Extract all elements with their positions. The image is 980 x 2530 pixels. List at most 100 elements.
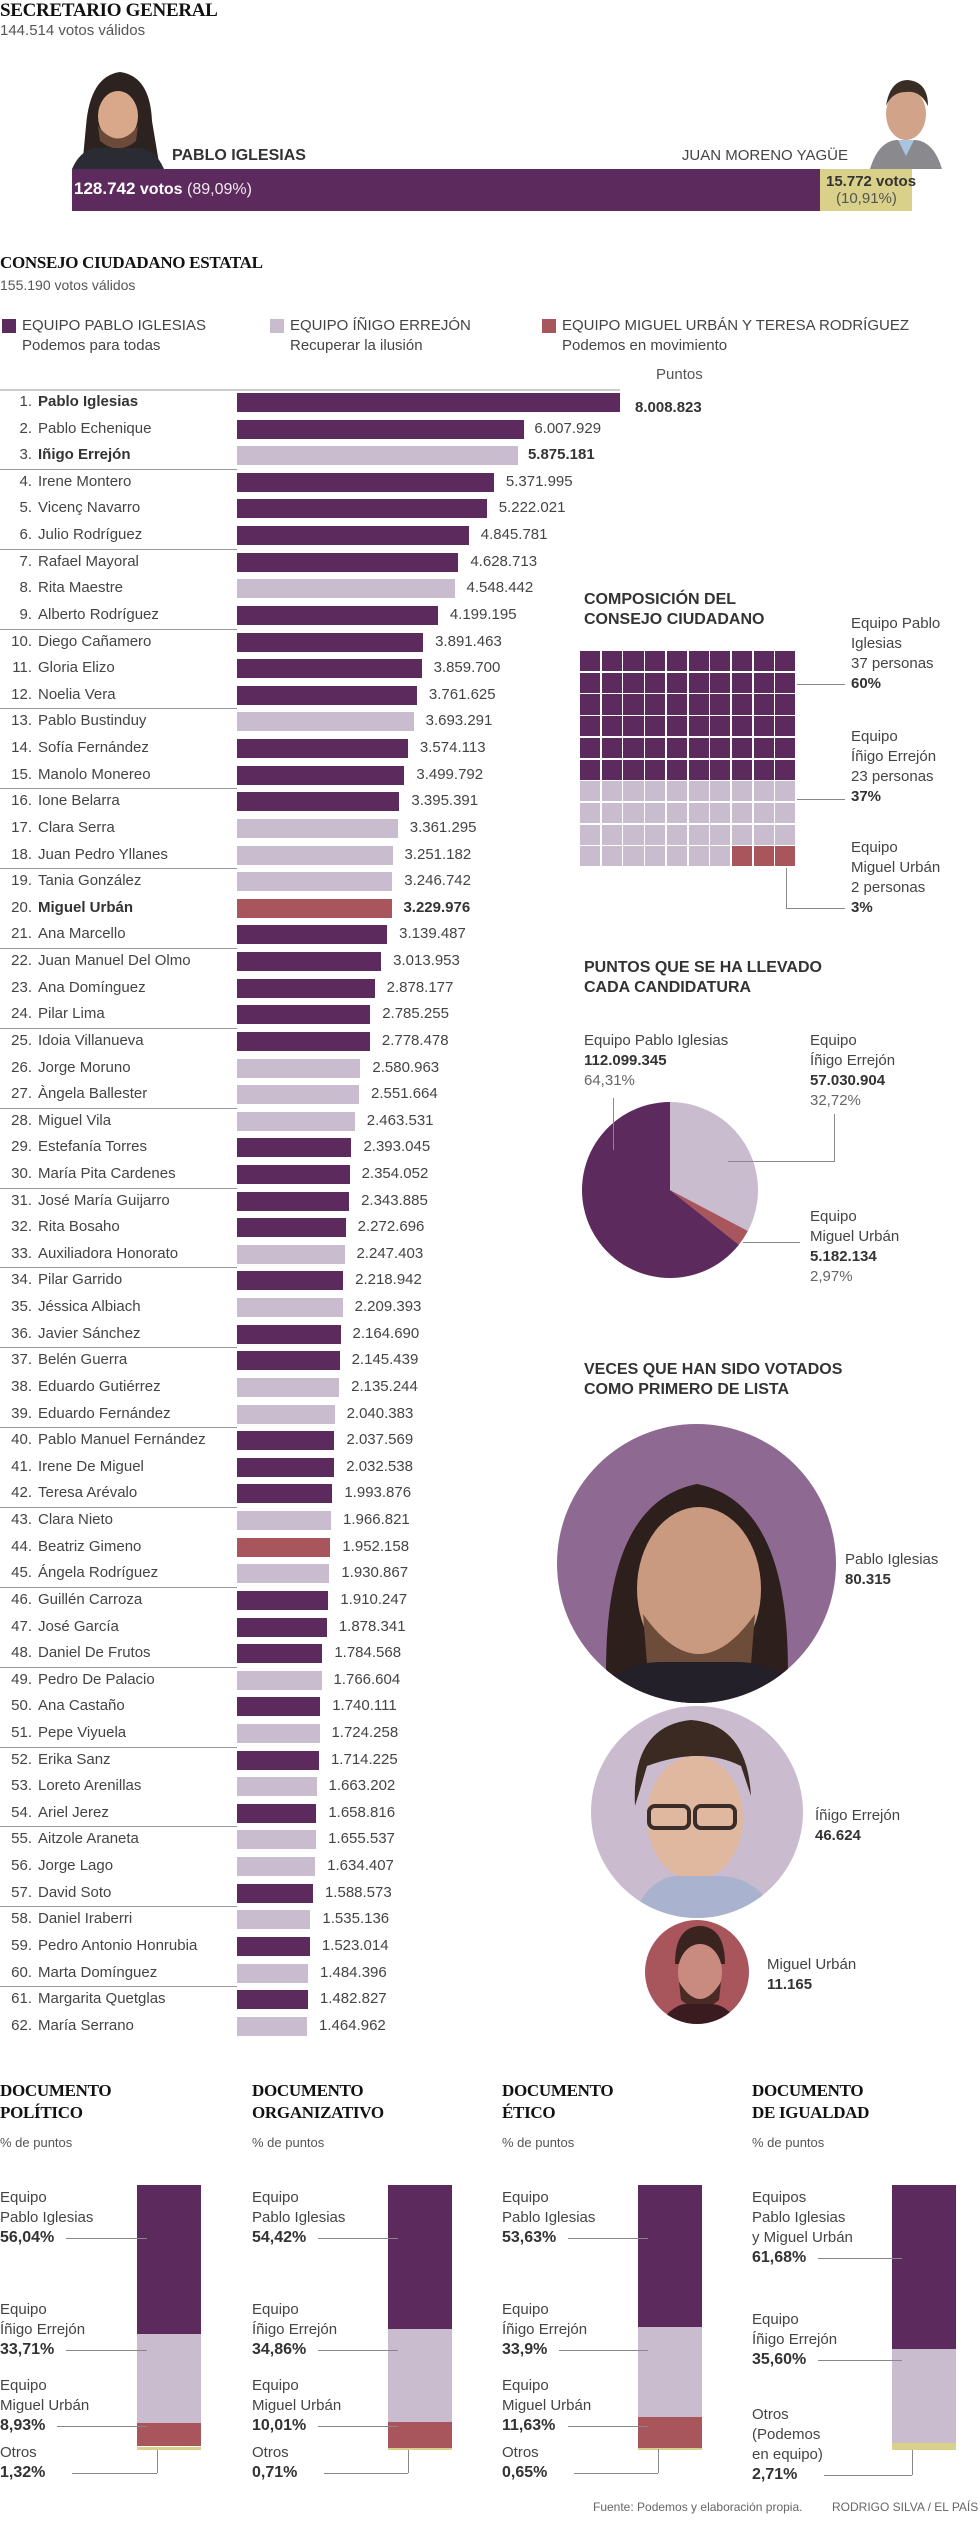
waffle-grid — [580, 651, 797, 868]
candidate-label: 45. Ángela Rodríguez — [0, 1564, 158, 1581]
segment-value: 8,93% — [0, 2417, 46, 2434]
segment-value: 11,63% — [502, 2417, 556, 2434]
segment-value: 33,71% — [0, 2341, 55, 2358]
waffle-square — [645, 802, 666, 824]
points-value: 2.145.439 — [351, 1351, 419, 1369]
candidate-name: Pedro De Palacio — [38, 1670, 155, 1688]
table-row: 32. Rita Bosaho 2.272.696 — [0, 1214, 700, 1241]
candidate-label: 3. Iñigo Errejón — [0, 446, 130, 463]
rank-number: 58. — [11, 1910, 32, 1928]
legend-label-urban: EQUIPO MIGUEL URBÁN Y TERESA RODRÍGUEZ — [562, 317, 910, 334]
primero-label-errejon: Íñigo Errejón 46.624 — [815, 1806, 900, 1846]
points-value: 3.013.953 — [393, 952, 460, 970]
runner-votes: 15.772 votos — [826, 173, 917, 190]
candidate-label: 25. Idoia Villanueva — [0, 1032, 144, 1049]
table-row: 50. Ana Castaño 1.740.111 — [0, 1693, 700, 1720]
rank-number: 45. — [11, 1564, 32, 1582]
waffle-square — [710, 781, 731, 802]
document-title-line2: ÉTICO — [502, 2103, 556, 2122]
segment-value: 35,60% — [752, 2351, 807, 2368]
rank-number: 30. — [11, 1164, 32, 1182]
waffle-square — [623, 694, 644, 715]
points-value: 3.859.700 — [433, 659, 501, 677]
rank-number: 56. — [11, 1857, 32, 1875]
waffle-square — [753, 824, 774, 845]
rank-number: 20. — [11, 898, 32, 916]
percent-value: 64,31% — [584, 1072, 635, 1089]
waffle-square — [601, 716, 622, 737]
points-bar — [237, 605, 438, 625]
candidate-name: José María Guijarro — [38, 1191, 170, 1209]
legend: EQUIPO PABLO IGLESIAS Podemos para todas… — [0, 316, 980, 358]
points-value: 3.395.391 — [411, 792, 479, 810]
document-subtitle: % de puntos — [752, 2135, 825, 2150]
candidate-label: 2. Pablo Echenique — [0, 420, 151, 437]
label-line: Pablo Iglesias — [752, 2209, 846, 2226]
points-bar — [237, 2016, 308, 2036]
rank-number: 22. — [11, 952, 32, 970]
candidate-name: Gloria Elizo — [38, 659, 115, 677]
points-value: 2.037.569 — [346, 1431, 414, 1449]
row-group-separator — [0, 1746, 237, 1748]
table-row: 16. Ione Belarra 3.395.391 — [0, 788, 700, 815]
waffle-square — [666, 672, 687, 693]
table-row: 13. Pablo Bustinduy 3.693.291 — [0, 708, 700, 735]
rank-number: 60. — [11, 1963, 32, 1981]
points-bar — [237, 1564, 330, 1584]
segment-label-urban: Equipo Miguel Urbán 10,01% — [252, 2376, 341, 2436]
points-bar — [237, 1936, 310, 1956]
waffle-square — [580, 759, 601, 780]
candidate-name: Ángela Rodríguez — [38, 1564, 159, 1582]
waffle-square — [601, 824, 622, 845]
points-value: 3.693.291 — [425, 712, 493, 730]
points-value: 2.032.538 — [346, 1457, 413, 1475]
points-bar — [237, 1271, 344, 1291]
points-bar — [237, 1218, 346, 1238]
composicion-title-line2: CONSEJO CIUDADANO — [584, 611, 765, 628]
consejo-subtitle: 155.190 votos válidos — [0, 277, 136, 293]
table-row: 1. Pablo Iglesias 8.008.823 — [0, 389, 702, 416]
waffle-square — [688, 716, 709, 737]
pie-slice-errejon — [670, 1102, 758, 1232]
points-bar — [237, 1377, 340, 1397]
candidate-name: Estefanía Torres — [38, 1138, 147, 1156]
segment-label-otros: Otros (Podemos en equipo) 2,71% — [752, 2405, 823, 2485]
segment-label-errejon: Equipo Íñigo Errejón 34,86% — [252, 2300, 337, 2360]
candidate-name: Pablo Iglesias — [38, 393, 139, 410]
leader-line — [568, 2426, 648, 2427]
waffle-square — [688, 846, 709, 867]
row-group-separator — [0, 628, 237, 630]
candidate-name: Clara Nieto — [38, 1511, 114, 1529]
points-value: 8.008.823 — [635, 399, 702, 416]
table-row: 58. Daniel Iraberri 1.535.136 — [0, 1906, 700, 1933]
stacked-segment-iglesias — [892, 2185, 956, 2349]
rank-number: 46. — [11, 1590, 32, 1608]
points-bar — [237, 526, 469, 546]
candidate-label: 59. Pedro Antonio Honrubia — [0, 1937, 197, 1954]
points-value: 1.784.568 — [334, 1644, 402, 1662]
candidate-name: Belén Guerra — [38, 1351, 128, 1369]
points-value: 4.548.442 — [466, 579, 534, 597]
waffle-square — [623, 802, 644, 824]
points-bar — [237, 446, 518, 466]
candidate-name: Daniel De Frutos — [38, 1644, 151, 1662]
candidate-label: 34. Pilar Garrido — [0, 1271, 122, 1288]
table-row: 12. Noelia Vera 3.761.625 — [0, 682, 700, 709]
points-bar — [237, 1670, 322, 1690]
waffle-square — [645, 759, 666, 780]
points-bar — [237, 1244, 345, 1264]
waffle-square — [753, 781, 774, 802]
points-value: 2.778.478 — [381, 1031, 449, 1049]
points-bar — [237, 712, 414, 732]
leader-line — [318, 2426, 398, 2427]
candidate-label: 53. Loreto Arenillas — [0, 1777, 141, 1794]
candidate-name: Aitzole Araneta — [38, 1830, 139, 1848]
waffle-square — [623, 781, 644, 802]
points-bar — [237, 659, 422, 679]
points-value: 2.218.942 — [355, 1271, 422, 1289]
leader-line — [797, 799, 845, 800]
points-value: 3.499.792 — [416, 765, 484, 783]
points-bar — [237, 1085, 359, 1105]
label-line: Otros — [752, 2406, 789, 2423]
points-bar — [237, 952, 382, 972]
